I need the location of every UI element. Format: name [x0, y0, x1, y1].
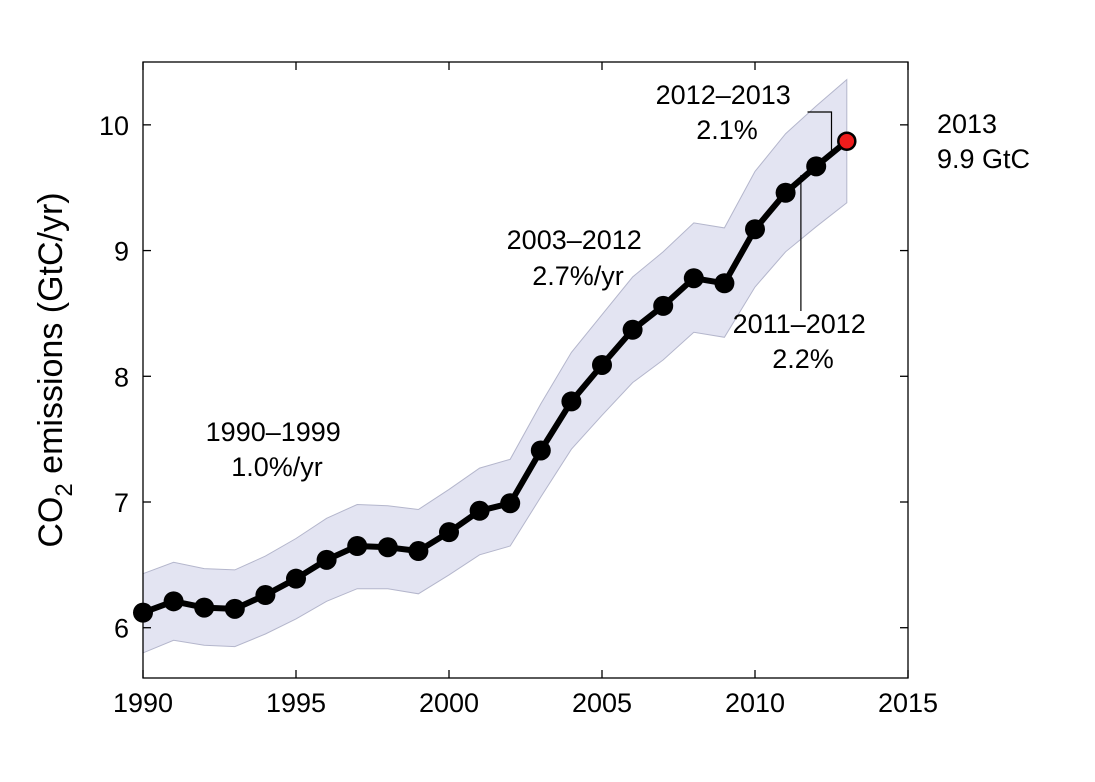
- leader-lines-layer: [800, 111, 833, 311]
- data-point-2009: [714, 273, 735, 294]
- x-tick-label-2000: 2000: [419, 688, 479, 718]
- data-point-1992: [194, 597, 215, 618]
- annotation-2011-2012: 2011–2012 2.2%: [733, 309, 874, 374]
- y-tick-label-10: 10: [99, 111, 129, 141]
- y-tick-label-8: 8: [114, 362, 129, 392]
- x-axis-tick-labels: 1990 1995 2000 2005 2010 2015: [113, 688, 938, 718]
- plot-frame: [142, 61, 909, 679]
- data-point-2001: [469, 500, 490, 521]
- data-point-2006: [622, 319, 643, 340]
- x-tick-label-1995: 1995: [266, 688, 326, 718]
- data-point-1997: [347, 536, 368, 556]
- uncertainty-band-layer: [142, 78, 848, 654]
- data-point-2007: [653, 295, 674, 316]
- data-point-2005: [592, 354, 612, 375]
- data-point-1998: [377, 537, 398, 558]
- y-tick-label-6: 6: [114, 614, 129, 644]
- data-point-2002: [500, 493, 521, 514]
- tick-marks-layer: [142, 62, 909, 678]
- data-point-1993: [224, 598, 245, 619]
- data-point-2012: [806, 156, 827, 177]
- annotation-1990-1999: 1990–1999 1.0%/yr: [206, 417, 349, 482]
- x-tick-label-2010: 2010: [725, 688, 785, 718]
- x-tick-label-2015: 2015: [878, 688, 938, 718]
- data-point-1999: [408, 541, 429, 562]
- y-tick-label-7: 7: [114, 488, 129, 518]
- projection-point-2013: [837, 131, 857, 151]
- annotation-2003-2012: 2003–2012 2.7%/yr: [507, 225, 650, 291]
- uncertainty-band: [142, 78, 848, 654]
- data-point-2003: [530, 440, 551, 461]
- annotation-2013-value: 2013 9.9 GtC: [937, 109, 1030, 174]
- x-tick-label-1990: 1990: [113, 688, 173, 718]
- data-point-2011: [775, 182, 796, 203]
- y-axis-title: CO2 emissions (GtC/yr): [32, 192, 78, 547]
- data-point-2004: [561, 391, 582, 412]
- data-points-layer: [133, 131, 857, 623]
- y-tick-label-9: 9: [114, 237, 129, 267]
- y-axis-tick-labels: 6 7 8 9 10: [99, 111, 129, 644]
- data-point-2010: [745, 219, 765, 240]
- annotation-2012-2013: 2012–2013 2.1%: [656, 80, 799, 145]
- data-point-1996: [316, 549, 337, 570]
- data-point-1991: [163, 591, 184, 612]
- leader-line-2012-2013: [807, 111, 833, 154]
- data-point-2008: [683, 268, 704, 289]
- data-point-2000: [439, 522, 459, 543]
- data-point-1994: [255, 585, 276, 606]
- data-point-1995: [286, 568, 306, 589]
- x-tick-label-2005: 2005: [572, 688, 632, 718]
